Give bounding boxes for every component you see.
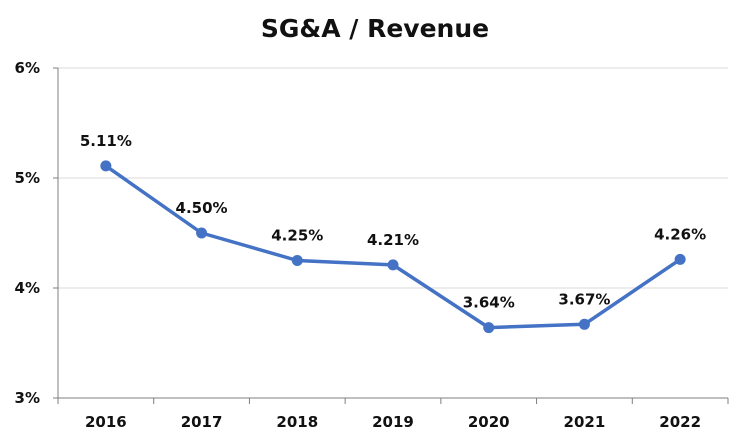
data-point xyxy=(387,259,399,271)
data-point xyxy=(674,253,686,265)
chart-title: SG&A / Revenue xyxy=(260,14,490,43)
data-label: 5.11% xyxy=(80,132,132,150)
x-tick-label: 2022 xyxy=(659,413,701,431)
y-tick-label: 6% xyxy=(15,59,40,77)
x-tick-label: 2019 xyxy=(372,413,414,431)
data-label: 4.25% xyxy=(271,227,323,245)
data-label: 3.67% xyxy=(558,290,610,308)
x-tick-label: 2017 xyxy=(181,413,223,431)
data-label: 4.50% xyxy=(176,199,228,217)
data-label: 4.26% xyxy=(654,225,706,243)
y-tick-label: 4% xyxy=(15,279,40,297)
x-tick-label: 2018 xyxy=(276,413,318,431)
y-tick-label: 5% xyxy=(15,169,40,187)
x-tick-label: 2020 xyxy=(468,413,510,431)
data-point xyxy=(196,227,208,239)
y-tick-label: 3% xyxy=(15,389,40,407)
x-tick-label: 2021 xyxy=(564,413,606,431)
data-point xyxy=(291,255,303,266)
data-label: 3.64% xyxy=(463,294,515,312)
data-point xyxy=(100,160,112,172)
data-point xyxy=(483,322,495,334)
x-tick-label: 2016 xyxy=(85,413,127,431)
data-label: 4.21% xyxy=(367,231,419,249)
data-point xyxy=(578,318,590,330)
